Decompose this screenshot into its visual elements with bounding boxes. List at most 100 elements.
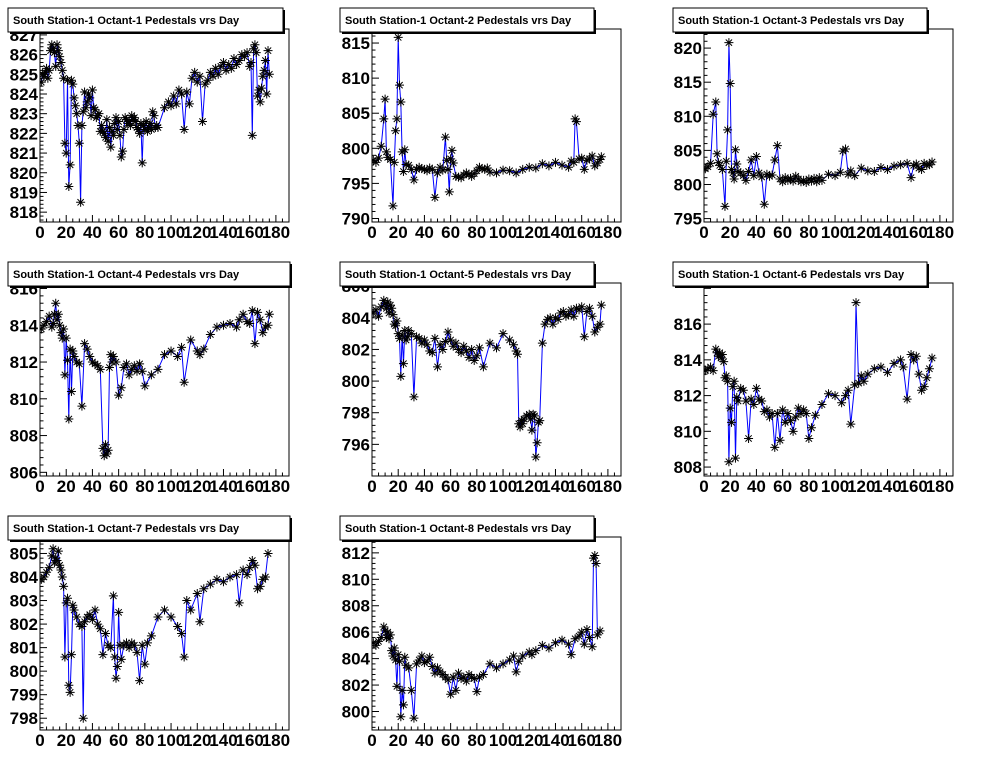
data-point: [238, 565, 248, 575]
data-point: [153, 122, 163, 132]
data-point: [809, 173, 819, 183]
data-point: [256, 83, 266, 93]
data-point: [258, 328, 268, 338]
y-tick-label: 800: [10, 662, 38, 681]
data-point: [896, 355, 906, 365]
data-point: [216, 61, 226, 71]
data-point: [770, 442, 780, 452]
data-point: [448, 672, 458, 682]
x-tick-label: 120: [847, 223, 875, 242]
data-point: [511, 346, 521, 356]
x-tick-label: 80: [135, 477, 154, 496]
x-tick-label: 140: [541, 477, 569, 496]
data-point: [199, 584, 209, 594]
data-point: [65, 344, 75, 354]
data-point: [69, 352, 79, 362]
data-point: [835, 167, 845, 177]
data-point: [579, 639, 589, 649]
panel-title: South Station-1 Octant-8 Pedestals vrs D…: [345, 523, 572, 535]
data-point: [177, 629, 187, 638]
data-point: [225, 572, 235, 582]
data-point: [179, 124, 189, 134]
data-point: [772, 141, 782, 151]
data-point: [509, 651, 519, 661]
data-point: [876, 362, 886, 372]
data-point: [131, 117, 141, 127]
data-point: [531, 646, 541, 656]
data-point: [148, 107, 158, 117]
data-point: [253, 91, 263, 101]
data-point: [182, 87, 192, 97]
data-point: [101, 132, 111, 142]
data-point: [57, 65, 67, 75]
data-point: [514, 656, 524, 666]
data-point: [137, 366, 147, 376]
data-point: [524, 162, 534, 172]
data-point: [451, 171, 461, 181]
data-point: [53, 546, 63, 556]
data-point: [759, 199, 769, 209]
y-tick-label: 812: [674, 387, 702, 406]
data-point: [817, 400, 827, 410]
data-point: [387, 303, 397, 313]
x-tick-label: 20: [389, 731, 408, 750]
data-point: [906, 349, 916, 359]
data-point: [142, 638, 152, 648]
y-tick-label: 814: [674, 351, 703, 370]
panel-title: South Station-1 Octant-7 Pedestals vrs D…: [13, 523, 240, 535]
y-tick-label: 819: [10, 183, 38, 202]
data-point: [72, 612, 82, 622]
data-point: [398, 359, 408, 369]
data-point: [810, 410, 820, 420]
y-tick-label: 810: [10, 390, 38, 409]
data-point: [115, 130, 125, 140]
x-tick-label: 180: [262, 477, 290, 496]
y-tick-label: 808: [674, 458, 702, 477]
data-point: [527, 650, 537, 660]
data-point: [759, 407, 769, 417]
data-point: [443, 164, 453, 174]
data-point: [762, 405, 772, 415]
data-point: [788, 426, 798, 436]
data-point: [574, 631, 584, 641]
data-point: [55, 52, 65, 62]
data-point: [111, 113, 121, 123]
data-point: [746, 155, 756, 165]
data-point: [72, 109, 82, 119]
data-point: [114, 390, 124, 400]
data-point: [135, 359, 145, 369]
data-point: [47, 551, 57, 561]
data-point: [433, 168, 443, 178]
data-point: [461, 346, 471, 356]
x-tick-label: 40: [83, 731, 102, 750]
y-tick-label: 800: [342, 372, 370, 391]
data-point: [571, 117, 581, 127]
data-point: [783, 408, 793, 418]
x-tick-label: 60: [109, 223, 128, 242]
series-line: [372, 37, 602, 206]
data-point: [453, 172, 463, 182]
data-point: [889, 358, 899, 368]
data-point: [721, 371, 731, 381]
data-point: [566, 650, 576, 660]
data-point: [108, 130, 118, 140]
data-point: [485, 338, 495, 348]
data-point: [400, 145, 410, 155]
data-point: [843, 385, 853, 395]
data-point: [258, 71, 268, 81]
data-point: [77, 401, 87, 411]
data-point: [801, 177, 811, 187]
data-point: [485, 167, 495, 177]
data-point: [459, 672, 469, 682]
data-point: [102, 115, 112, 125]
data-point: [728, 168, 738, 178]
data-point: [140, 381, 150, 391]
x-tick-label: 0: [35, 477, 44, 496]
data-series: [372, 551, 605, 723]
data-point: [127, 364, 137, 374]
panel-title: South Station-1 Octant-2 Pedestals vrs D…: [345, 15, 572, 27]
data-point: [381, 147, 391, 157]
data-point: [106, 350, 116, 360]
data-point: [133, 124, 143, 134]
data-point: [40, 71, 49, 81]
